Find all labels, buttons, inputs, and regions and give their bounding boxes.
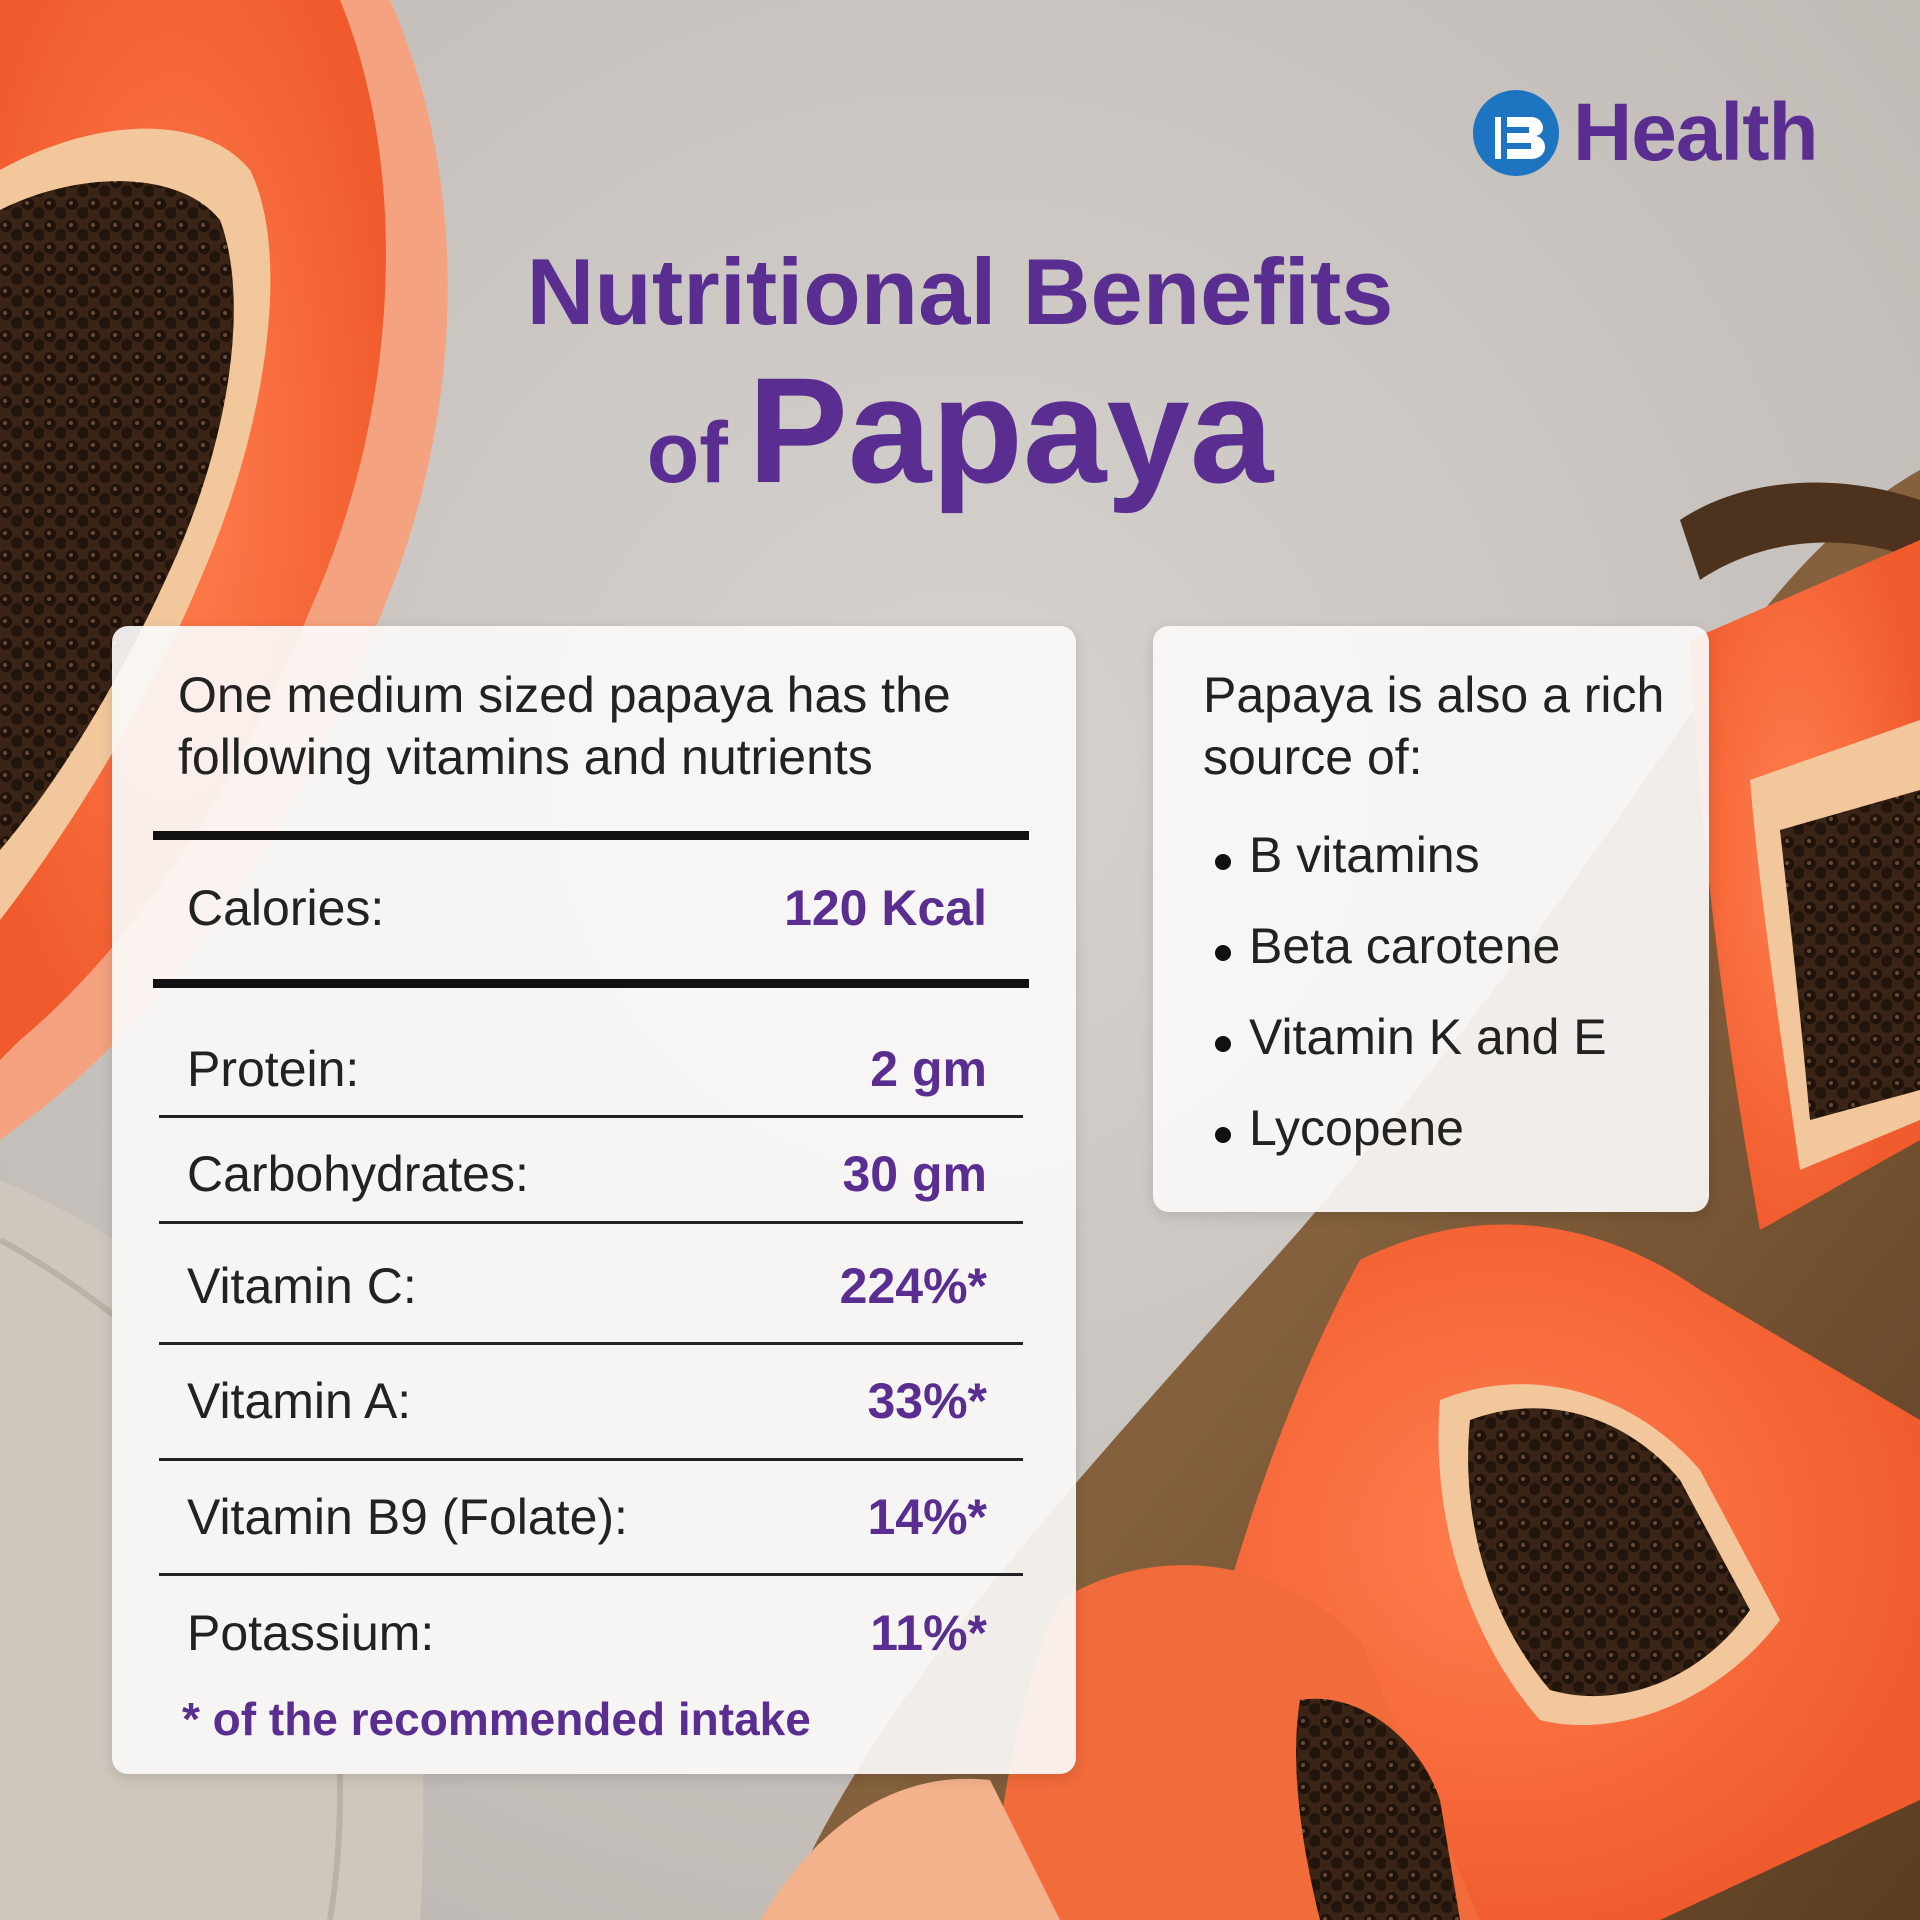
list-item-label: Lycopene <box>1249 1100 1464 1156</box>
divider <box>159 1458 1023 1461</box>
nutrient-label: Carbohydrates: <box>187 1146 529 1202</box>
divider <box>159 1115 1023 1118</box>
page-title: Nutritional Benefits <box>526 239 1394 344</box>
nutrient-label: Vitamin A: <box>187 1373 412 1429</box>
nutrient-value: 14%* <box>867 1489 987 1545</box>
calories-label: Calories: <box>187 880 385 936</box>
brand-name: Health <box>1573 87 1819 178</box>
nutrient-row: Vitamin A: 33%* <box>187 1366 987 1436</box>
brand-mark-icon <box>1473 90 1559 176</box>
nutrient-value: 30 gm <box>842 1146 987 1202</box>
nutrient-label: Vitamin C: <box>187 1258 417 1314</box>
calories-row: Calories: 120 Kcal <box>187 873 987 943</box>
bullet-icon <box>1215 1036 1231 1052</box>
sources-intro: Papaya is also a rich source of: <box>1203 667 1665 785</box>
brand-logo[interactable]: Health <box>1473 87 1819 178</box>
bullet-icon <box>1215 1127 1231 1143</box>
nutrient-value: 33%* <box>867 1373 987 1429</box>
nutrients-intro: One medium sized papaya has the followin… <box>178 667 951 785</box>
nutrient-label: Potassium: <box>187 1605 435 1661</box>
sources-list: B vitamins Beta carotene Vitamin K and E… <box>1215 826 1607 1190</box>
divider-thick <box>153 831 1029 840</box>
list-item: Lycopene <box>1215 1099 1607 1190</box>
divider-thick <box>153 979 1029 988</box>
title-fruit: Papaya <box>747 346 1274 514</box>
list-item-label: B vitamins <box>1249 827 1480 883</box>
footnote: * of the recommended intake <box>182 1693 811 1745</box>
list-item-label: Vitamin K and E <box>1249 1009 1607 1065</box>
nutrients-card: One medium sized papaya has the followin… <box>112 626 1076 1774</box>
divider <box>159 1342 1023 1345</box>
nutrient-row: Vitamin B9 (Folate): 14%* <box>187 1482 987 1552</box>
list-item: Vitamin K and E <box>1215 1008 1607 1099</box>
nutrient-value: 2 gm <box>870 1041 987 1097</box>
nutrient-label: Vitamin B9 (Folate): <box>187 1489 628 1545</box>
list-item-label: Beta carotene <box>1249 918 1561 974</box>
bullet-icon <box>1215 945 1231 961</box>
nutrient-value: 11%* <box>870 1605 987 1661</box>
page-subtitle: of Papaya <box>0 355 1920 505</box>
nutrient-label: Protein: <box>187 1041 360 1097</box>
list-item: B vitamins <box>1215 826 1607 917</box>
sources-card: Papaya is also a rich source of: B vitam… <box>1153 626 1709 1212</box>
divider <box>159 1573 1023 1576</box>
title-of: of <box>646 405 728 501</box>
calories-value: 120 Kcal <box>784 880 987 936</box>
list-item: Beta carotene <box>1215 917 1607 1008</box>
nutrient-row: Vitamin C: 224%* <box>187 1251 987 1321</box>
nutrient-row: Carbohydrates: 30 gm <box>187 1139 987 1209</box>
nutrient-row: Potassium: 11%* <box>187 1598 987 1668</box>
nutrient-value: 224%* <box>839 1258 987 1314</box>
nutrient-row: Protein: 2 gm <box>187 1034 987 1104</box>
divider <box>159 1221 1023 1224</box>
bullet-icon <box>1215 854 1231 870</box>
